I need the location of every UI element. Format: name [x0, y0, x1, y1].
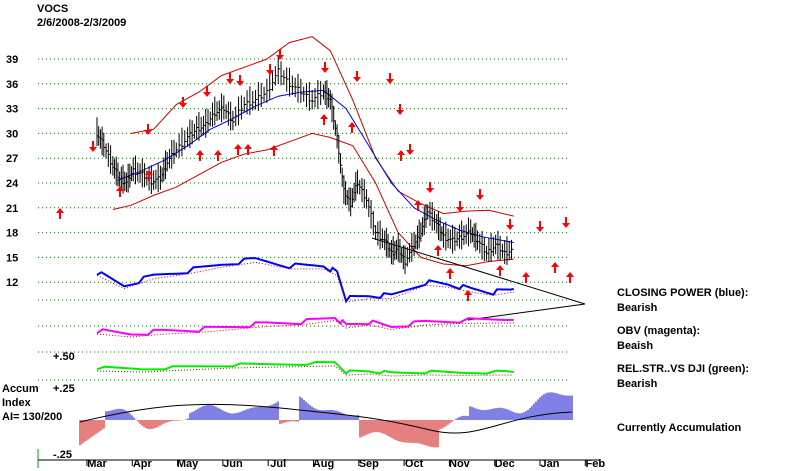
down-arrow-icon: [506, 219, 514, 230]
grid-lines: [38, 58, 568, 381]
obv-label: OBV (magenta):: [617, 325, 701, 337]
y-tick-15: 15: [6, 252, 18, 264]
indicator-line: [96, 360, 514, 375]
up-arrow-icon: [320, 114, 328, 125]
up-arrow-icon: [214, 150, 222, 161]
accum-tick-plus25: +.25: [53, 383, 75, 395]
indicator-line: [96, 316, 514, 336]
y-tick-30: 30: [6, 128, 18, 140]
y-tick-12: 12: [6, 277, 18, 289]
accum-title-line1: Accum: [2, 383, 39, 395]
x-tick-Jun: Jun: [223, 458, 243, 470]
up-arrow-icon: [116, 186, 124, 197]
accum-tick-minus25: -.25: [53, 449, 72, 461]
up-arrow-icon: [496, 265, 504, 276]
accum-ai-label: AI= 130/200: [2, 411, 62, 423]
down-arrow-icon: [236, 75, 244, 86]
relstr-value: Bearish: [617, 378, 658, 390]
down-arrow-icon: [266, 64, 274, 75]
up-arrow-icon: [145, 170, 153, 181]
down-arrow-icon: [476, 189, 484, 200]
trendlines: [371, 237, 586, 321]
up-arrow-icon: [464, 290, 472, 301]
y-tick-labels: 39 36 33 30 27 24 21 18 15 12: [6, 54, 19, 289]
down-arrow-icon: [353, 71, 361, 82]
down-arrow-icon: [89, 141, 97, 152]
accum-tick-plus50: +.50: [53, 351, 75, 363]
closing-power-label: CLOSING POWER (blue):: [617, 287, 749, 299]
down-arrow-icon: [144, 124, 152, 135]
down-arrow-icon: [203, 86, 211, 97]
up-arrow-icon: [397, 150, 405, 161]
x-tick-Oct: Oct: [405, 458, 424, 470]
down-arrow-icon: [406, 144, 414, 155]
accumulation-index-histogram: [37, 392, 573, 468]
accum-status: Currently Accumulation: [617, 422, 742, 434]
up-arrow-icon: [551, 262, 559, 273]
down-arrow-icon: [276, 49, 284, 60]
down-arrow-icon: [426, 182, 434, 193]
up-arrow-icon: [446, 268, 454, 279]
down-arrow-icon: [456, 201, 464, 212]
up-arrow-icon: [244, 144, 252, 155]
y-tick-24: 24: [6, 178, 19, 190]
y-tick-33: 33: [6, 104, 18, 116]
closing-power-value: Bearish: [617, 302, 658, 314]
obv-value: Beaish: [617, 340, 654, 352]
declining-trendline: [371, 237, 586, 305]
y-tick-18: 18: [6, 228, 18, 240]
up-arrow-icon: [270, 145, 278, 156]
x-tick-Aug: Aug: [313, 458, 334, 470]
down-arrow-icon: [226, 73, 234, 84]
down-arrow-icon: [179, 97, 187, 108]
down-arrow-icon: [321, 62, 329, 73]
y-tick-21: 21: [6, 203, 18, 215]
up-arrow-icon: [414, 200, 422, 211]
accum-smoothing-line: [79, 403, 573, 434]
x-tick-Jul: Jul: [270, 458, 286, 470]
up-arrow-icon: [234, 144, 242, 155]
chart-date-range: 2/6/2008-2/3/2009: [37, 17, 127, 29]
lower-band-line: [112, 132, 514, 267]
up-arrow-icon: [56, 208, 64, 219]
up-arrow-icon: [196, 150, 204, 161]
x-tick-labels: Mar Apr May Jun Jul Aug Sep Oct Nov Dec Jan Feb: [38, 458, 605, 470]
moving-average: [117, 89, 514, 243]
up-arrow-icon: [434, 245, 442, 256]
relstr-label: REL.STR..VS DJI (green):: [617, 363, 750, 375]
up-arrow-icon: [348, 122, 356, 133]
upper-band-line: [130, 36, 514, 217]
down-arrow-icon: [396, 104, 404, 115]
chart-title: VOCS: [37, 3, 69, 15]
x-tick-Dec: Dec: [495, 458, 515, 470]
x-tick-May: May: [177, 458, 199, 470]
accum-panel-labels: Accum Index AI= 130/200 +.50 +.25 -.25: [2, 351, 75, 461]
y-tick-27: 27: [6, 153, 18, 165]
x-tick-Mar: Mar: [87, 458, 107, 470]
indicator-ma: [96, 261, 514, 303]
indicator-lines: [96, 257, 514, 377]
x-tick-Feb: Feb: [586, 458, 606, 470]
y-tick-36: 36: [6, 79, 18, 91]
accum-title-line2: Index: [2, 397, 32, 409]
bollinger-bands: [112, 36, 514, 267]
down-arrow-icon: [536, 221, 544, 232]
signal-arrows: [56, 49, 574, 301]
x-tick-Sep: Sep: [359, 458, 379, 470]
indicator-trendline: [467, 303, 586, 321]
down-arrow-icon: [562, 217, 570, 228]
moving-average-line: [117, 89, 514, 243]
x-tick-Apr: Apr: [133, 458, 153, 470]
x-tick-Nov: Nov: [449, 458, 471, 470]
x-tick-Jan: Jan: [541, 458, 560, 470]
up-arrow-icon: [566, 272, 574, 283]
indicator-line: [96, 257, 514, 304]
down-arrow-icon: [386, 73, 394, 84]
y-tick-39: 39: [6, 54, 18, 66]
price-bars: [96, 55, 514, 275]
indicator-ma: [96, 365, 514, 377]
up-arrow-icon: [522, 272, 530, 283]
